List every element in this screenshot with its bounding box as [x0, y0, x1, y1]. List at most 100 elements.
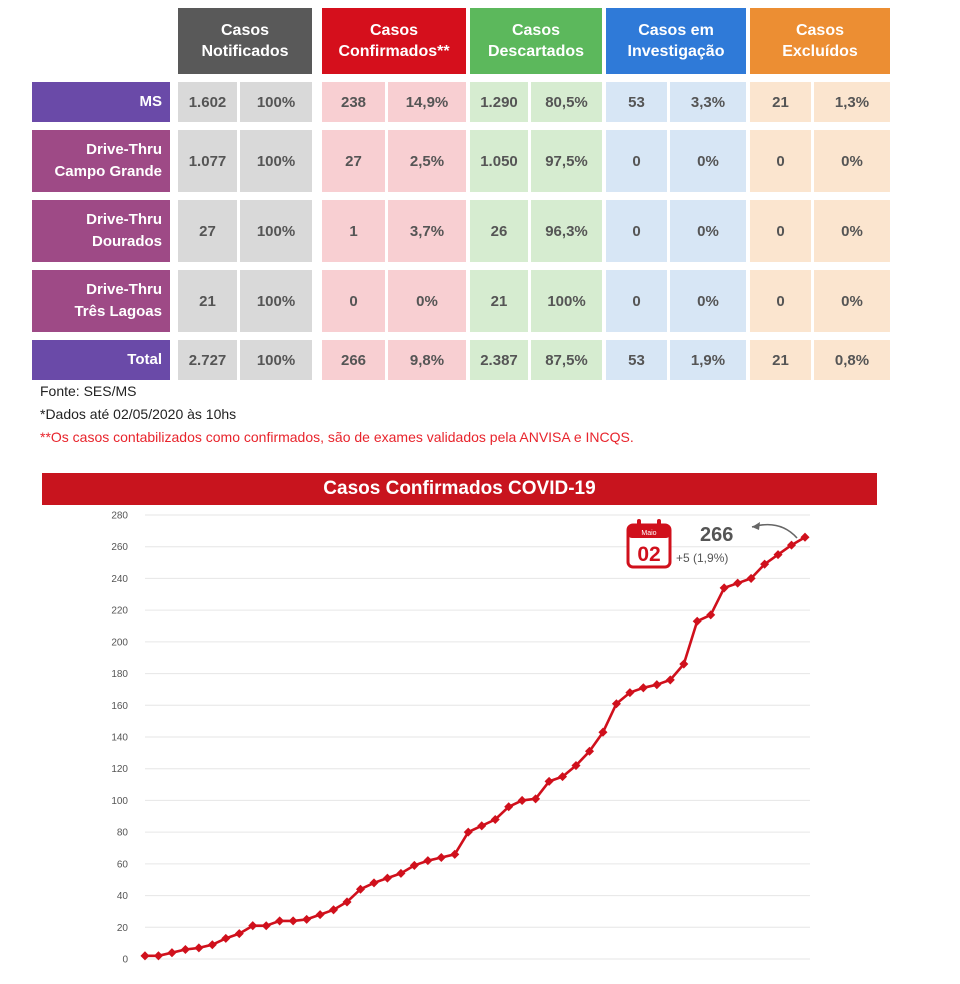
source-note: Fonte: SES/MS	[40, 383, 137, 399]
row-label: Drive-Thru Dourados	[32, 200, 170, 262]
table-cell: 0,8%	[814, 340, 890, 380]
table-row: Drive-Thru Três Lagoas 21 100% 0 0% 21 100% 0 0%…	[32, 270, 890, 332]
latest-value-label: 266	[700, 524, 733, 546]
data-point	[531, 794, 541, 804]
column-header: Casos Notificados	[178, 8, 312, 74]
y-tick-label: 120	[111, 764, 128, 775]
table-cell: 0%	[814, 130, 890, 192]
table-cell: 1,3%	[814, 82, 890, 122]
table-row: Drive-Thru Campo Grande 1.077 100% 27 2,5% 1.…	[32, 130, 890, 192]
data-point	[665, 675, 675, 685]
table-cell: 26	[470, 200, 528, 262]
table-cell: 0	[606, 270, 667, 332]
data-point	[167, 948, 177, 958]
data-point	[544, 776, 554, 786]
table-cell: 0	[606, 200, 667, 262]
y-tick-label: 80	[117, 828, 129, 839]
table-cell: 0%	[388, 270, 466, 332]
data-point	[315, 910, 325, 920]
table-cell: 80,5%	[531, 82, 602, 122]
row-label: Total	[32, 340, 170, 380]
row-label: Drive-Thru Campo Grande	[32, 130, 170, 192]
calendar-month: Maio	[641, 530, 656, 537]
column-header: Casos Descartados	[470, 8, 602, 74]
calendar-icon	[626, 519, 672, 569]
data-point	[746, 573, 756, 583]
table-cell: 0	[322, 270, 385, 332]
data-point	[288, 916, 298, 926]
data-point	[638, 683, 648, 693]
data-point	[207, 940, 217, 950]
latest-change-label: +5 (1,9%)	[676, 551, 728, 565]
date-note: *Dados até 02/05/2020 às 10hs	[40, 406, 237, 422]
table-cell: 96,3%	[531, 200, 602, 262]
data-point	[221, 933, 231, 943]
table-cell: 0	[750, 130, 811, 192]
data-point	[706, 610, 716, 620]
series-line	[145, 536, 806, 958]
confirmed-note: **Os casos contabilizados como confirmad…	[40, 429, 634, 445]
data-point	[275, 916, 285, 926]
table-cell: 0%	[670, 130, 746, 192]
data-point	[342, 897, 352, 907]
table-cell: 0%	[670, 200, 746, 262]
table-cell: 238	[322, 82, 385, 122]
y-tick-label: 260	[111, 542, 128, 553]
data-point	[261, 921, 271, 931]
data-point	[436, 853, 446, 863]
cases-table: Casos Notificados Casos Confirmados** Caso…	[32, 8, 890, 388]
data-point	[652, 680, 662, 690]
y-tick-label: 180	[111, 669, 128, 680]
row-label: Drive-Thru Três Lagoas	[32, 270, 170, 332]
column-header: Casos em Investigação	[606, 8, 746, 74]
table-cell: 1,9%	[670, 340, 746, 380]
y-tick-label: 20	[117, 923, 129, 934]
y-tick-label: 140	[111, 733, 128, 744]
data-point	[450, 849, 460, 859]
y-tick-label: 280	[111, 511, 128, 522]
table-cell: 2.727	[178, 340, 237, 380]
table-cell: 100%	[240, 270, 312, 332]
y-tick-label: 240	[111, 574, 128, 585]
data-point	[302, 914, 312, 924]
data-point	[369, 878, 379, 888]
y-tick-label: 200	[111, 637, 128, 648]
table-cell: 3,3%	[670, 82, 746, 122]
table-notes: Fonte: SES/MS *Dados até 02/05/2020 às 1…	[40, 380, 634, 449]
table-cell: 1.050	[470, 130, 528, 192]
data-point	[692, 616, 702, 626]
data-point	[382, 873, 392, 883]
table-cell: 266	[322, 340, 385, 380]
table-cell: 100%	[531, 270, 602, 332]
data-point	[517, 795, 527, 805]
table-cell: 0	[750, 200, 811, 262]
table-body: MS 1.602 100% 238 14,9% 1.290 80,5% 53 3,3% 21 1,3…	[32, 82, 890, 380]
data-point	[234, 929, 244, 939]
table-cell: 1.290	[470, 82, 528, 122]
table-cell: 0%	[814, 200, 890, 262]
table-cell: 3,7%	[388, 200, 466, 262]
table-cell: 27	[322, 130, 385, 192]
data-point	[248, 921, 258, 931]
table-cell: 21	[750, 340, 811, 380]
table-cell: 100%	[240, 130, 312, 192]
data-point	[194, 943, 204, 953]
table-cell: 1	[322, 200, 385, 262]
table-cell: 53	[606, 82, 667, 122]
table-row: Drive-Thru Dourados 27 100% 1 3,7% 26 96,3% 0 0%…	[32, 200, 890, 262]
table-cell: 27	[178, 200, 237, 262]
table-cell: 21	[750, 82, 811, 122]
table-cell: 100%	[240, 82, 312, 122]
data-point	[733, 578, 743, 588]
table-cell: 2.387	[470, 340, 528, 380]
table-header-row: Casos Notificados Casos Confirmados** Caso…	[32, 8, 890, 74]
data-point	[153, 951, 163, 961]
table-cell: 21	[470, 270, 528, 332]
table-cell: 1.602	[178, 82, 237, 122]
chart-title: Casos Confirmados COVID-19	[42, 473, 877, 505]
table-cell: 14,9%	[388, 82, 466, 122]
column-header: Casos Confirmados**	[322, 8, 466, 74]
table-cell: 0	[606, 130, 667, 192]
column-header: Casos Excluídos	[750, 8, 890, 74]
row-label: MS	[32, 82, 170, 122]
